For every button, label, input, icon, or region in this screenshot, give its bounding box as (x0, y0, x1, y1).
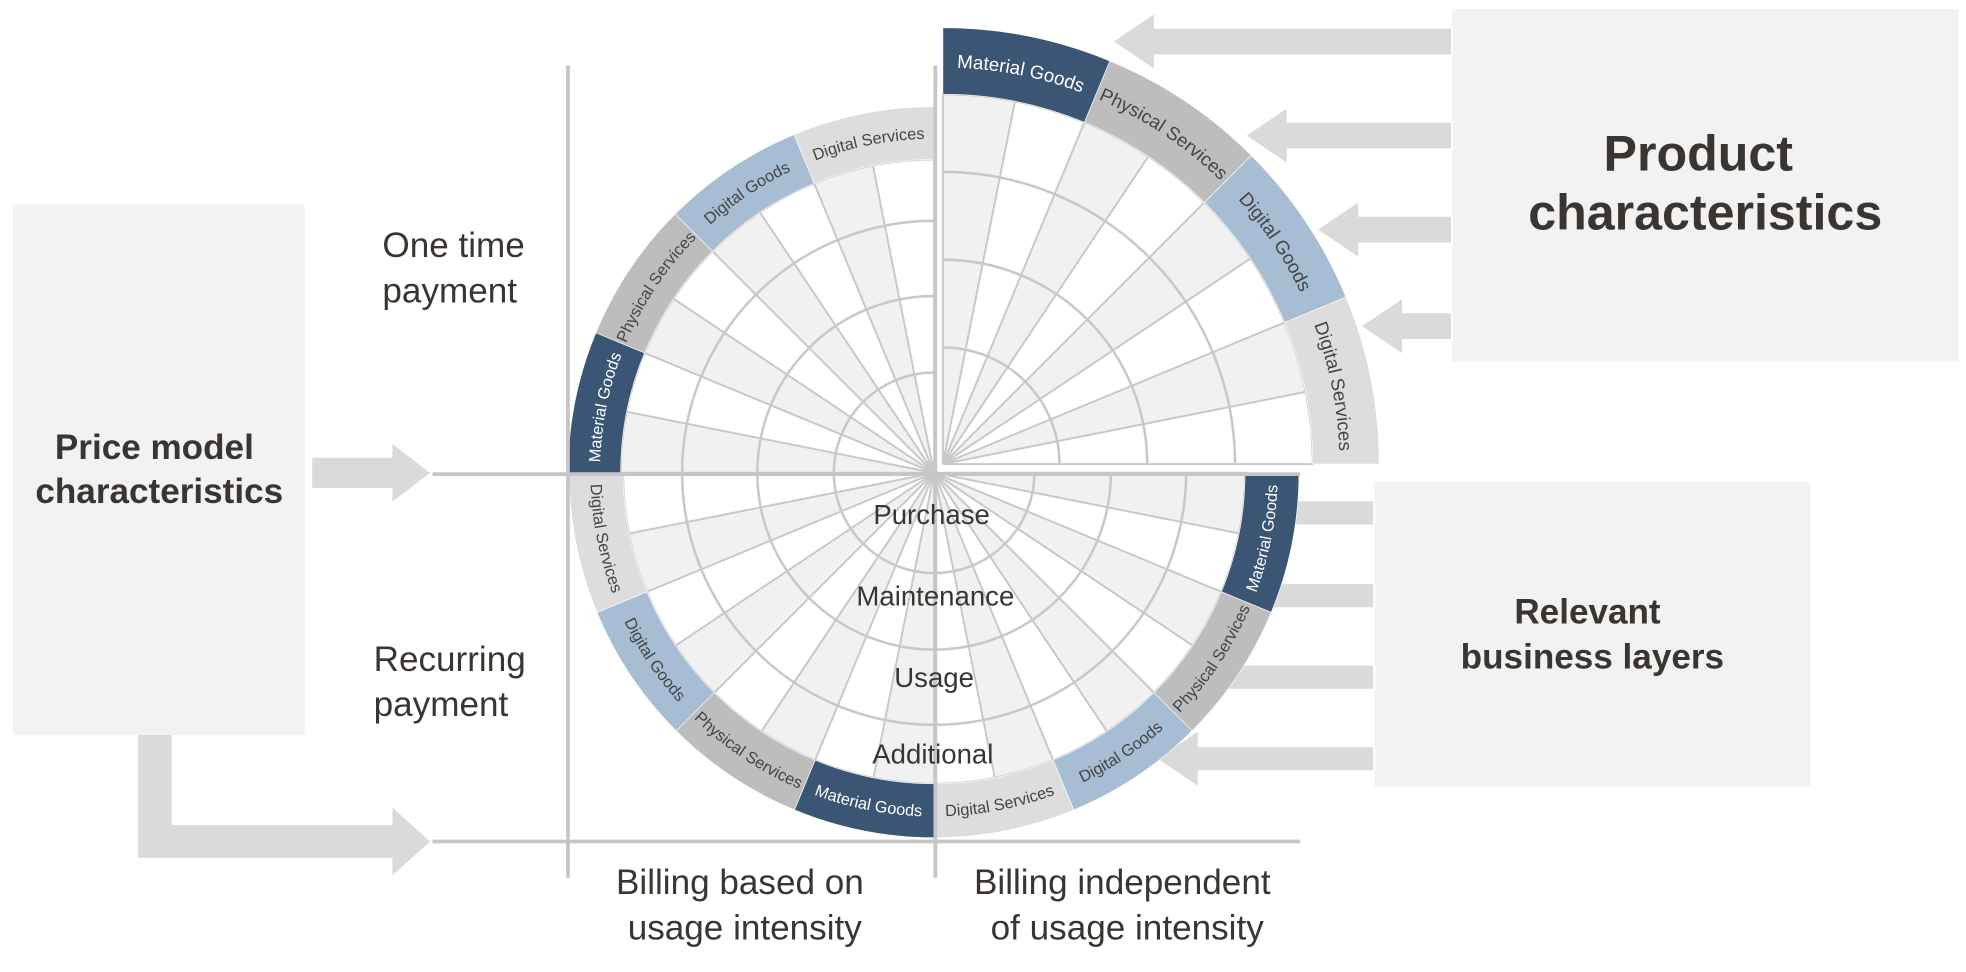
product-arrow-1 (1110, 10, 1453, 73)
price-model-box (12, 204, 305, 735)
billing-independent-line2: of usage intensity (991, 908, 1265, 947)
business-layer-arrow-4 (1154, 728, 1376, 790)
one-time-line2: payment (382, 271, 517, 310)
price-model-arrow (312, 443, 431, 502)
billing-independent-line1: Billing independent (974, 863, 1271, 902)
layer-ring (942, 170, 1237, 465)
recurring-line1: Recurring (374, 640, 526, 679)
product-characteristics-box (1451, 8, 1959, 362)
layer-ring (934, 472, 1188, 727)
recurring-payment-label: Recurring payment (374, 640, 536, 724)
layer-ring (934, 472, 1113, 651)
layer-ring (832, 371, 935, 473)
product-title-line2: characteristics (1528, 185, 1882, 241)
price-model-title-line1: Price model (55, 428, 254, 467)
billing-independent-label: Billing independent of usage intensity (974, 863, 1280, 947)
one-time-payment-label: One time payment (382, 226, 534, 310)
product-arrow-2 (1243, 104, 1453, 167)
one-time-line1: One time (382, 226, 524, 265)
price-model-title: Price model characteristics (35, 428, 283, 511)
layer-additional: Additional (872, 739, 993, 770)
layer-ring (756, 294, 935, 473)
business-layers-title: Relevant business layers (1461, 592, 1724, 676)
price-model-l-arrow (137, 734, 431, 876)
layer-ring (942, 258, 1149, 465)
layer-usage: Usage (894, 662, 974, 693)
layer-ring (680, 472, 935, 727)
billing-usage-line2: usage intensity (628, 908, 863, 947)
axes (432, 65, 1301, 878)
layer-purchase: Purchase (873, 499, 990, 530)
layer-ring (756, 472, 935, 651)
product-arrow-3 (1314, 198, 1453, 261)
business-layers-box (1374, 481, 1811, 787)
price-model-title-line2: characteristics (35, 472, 283, 511)
layer-ring (942, 346, 1061, 465)
segment-digital-services (1284, 296, 1380, 465)
business-layers-title-line2: business layers (1461, 637, 1724, 676)
layer-ring (680, 219, 935, 473)
business-layers-title-line1: Relevant (1514, 592, 1661, 631)
product-arrow-4 (1358, 295, 1453, 357)
billing-usage-label: Billing based on usage intensity (616, 863, 874, 947)
product-title: Product characteristics (1528, 126, 1882, 241)
layer-ring (934, 472, 1036, 575)
layer-ring (832, 472, 935, 575)
recurring-line2: payment (374, 685, 509, 724)
billing-usage-line1: Billing based on (616, 863, 864, 902)
product-title-line1: Product (1604, 126, 1794, 182)
layer-maintenance: Maintenance (856, 581, 1014, 612)
